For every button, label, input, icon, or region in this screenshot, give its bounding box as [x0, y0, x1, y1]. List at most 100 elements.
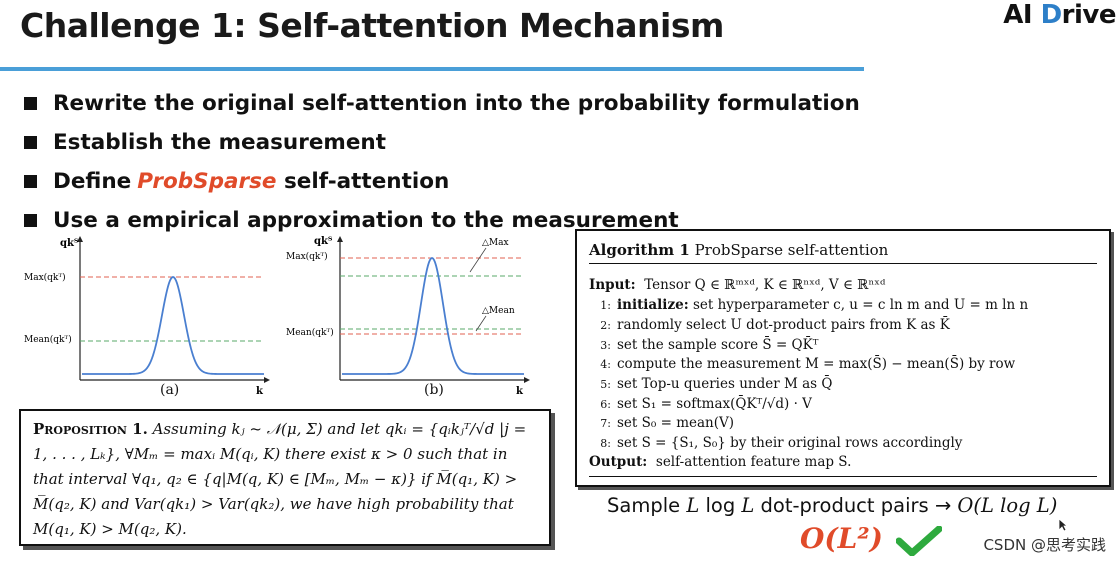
algorithm-bottom-rule — [589, 476, 1097, 477]
x-axis-arrow-icon — [264, 377, 270, 383]
algorithm-step: 8: set S = {S₁, S₀} by their original row… — [589, 435, 962, 451]
step-number: 7: — [600, 417, 611, 430]
square-bullet-icon — [24, 97, 37, 110]
square-bullet-icon — [24, 136, 37, 149]
delta-mean-label: △Mean — [482, 306, 515, 316]
algorithm-label: Algorithm 1 — [589, 241, 690, 259]
input-label: Input: — [589, 277, 636, 293]
output-text: self-attention feature map S. — [655, 454, 852, 470]
input-text: Tensor Q ∈ ℝᵐˣᵈ, K ∈ ℝⁿˣᵈ, V ∈ ℝⁿˣᵈ — [644, 277, 886, 293]
logo-brand-mark: D — [1040, 0, 1063, 30]
proposition-text: Assuming kⱼ ~ 𝒩(μ, Σ) and let qkᵢ = {qᵢk… — [152, 420, 527, 438]
step-text: set S₁ = softmax(Q̄Kᵀ/√d) · V — [617, 396, 812, 412]
proposition-line: M̅(q₂, K) and Var(qk₁) > Var(qk₂), we ha… — [33, 495, 514, 513]
proposition-line: that interval ∀q₁, q₂ ∈ {q|M(q, K) ∈ [Mₘ… — [33, 470, 518, 488]
figure-b-svg: qkᵀ k Max(qkᵀ) Mean(qkᵀ) △Max △Mean — [286, 236, 530, 397]
bullet-text: Use a empirical approximation to the mea… — [53, 208, 679, 233]
proposition-heading: Proposition 1. — [33, 420, 148, 438]
algorithm-input: Input: Tensor Q ∈ ℝᵐˣᵈ, K ∈ ℝⁿˣᵈ, V ∈ ℝⁿ… — [589, 277, 885, 293]
algorithm-title: Algorithm 1 ProbSparse self-attention — [589, 241, 1097, 264]
delta-max-label: △Max — [482, 238, 509, 248]
distribution-curve — [342, 257, 524, 375]
step-number: 5: — [600, 378, 611, 391]
algorithm-name: ProbSparse self-attention — [694, 241, 889, 259]
x-axis-arrow-icon — [524, 377, 530, 383]
title-underline — [0, 67, 864, 71]
step-text: set S₀ = mean(V) — [617, 415, 735, 431]
ai-drive-logo: AI Drive — [1003, 0, 1116, 30]
complexity-statement: Sample L log L dot-product pairs → O(L l… — [607, 494, 1057, 517]
max-label: Max(qkᵀ) — [24, 272, 66, 283]
step-text: set the sample score S̄ = QK̄ᵀ — [617, 337, 819, 353]
algorithm-step: 1: initialize: set hyperparameter c, u = … — [589, 297, 1028, 313]
caption-b: (b) — [424, 382, 444, 398]
logo-suffix: rive — [1061, 0, 1117, 30]
bullet-list: Rewrite the original self-attention into… — [24, 84, 860, 240]
distribution-curve — [82, 276, 264, 375]
mean-label: Mean(qkᵀ) — [286, 327, 334, 338]
sample-math: L — [686, 494, 700, 517]
delta-max-pointer — [469, 247, 487, 273]
sample-mid: log — [699, 494, 742, 517]
bullet-item: Define ProbSparse self-attention — [24, 162, 860, 201]
logo-prefix: AI — [1003, 0, 1041, 30]
proposition-line: Proposition 1. Assuming kⱼ ~ 𝒩(μ, Σ) and… — [33, 417, 539, 442]
step-text: compute the measurement M = max(S̄) − me… — [617, 356, 1016, 372]
algorithm-output: Output: self-attention feature map S. — [589, 454, 851, 470]
sample-math2: L — [741, 494, 755, 517]
step-text: set Top-u queries under M as Q̄ — [617, 376, 833, 392]
sample-post: dot-product pairs → — [754, 494, 958, 517]
algorithm-step: 3: set the sample score S̄ = QK̄ᵀ — [589, 337, 818, 353]
step-text: set hyperparameter c, u = c ln m and U =… — [688, 297, 1029, 313]
bullet-item: Establish the measurement — [24, 123, 860, 162]
algorithm-step: 4: compute the measurement M = max(S̄) − … — [589, 356, 1015, 372]
output-label: Output: — [589, 454, 648, 470]
mean-label: Mean(qkᵀ) — [24, 334, 72, 345]
step-number: 4: — [600, 358, 611, 371]
bullet-text: Establish the measurement — [53, 130, 386, 155]
step-number: 1: — [600, 299, 611, 312]
figure-a-svg: qkᵀ k Max(qkᵀ) Mean(qkᵀ) — [24, 236, 270, 397]
figure-a: qkᵀ k Max(qkᵀ) Mean(qkᵀ) (a) — [20, 234, 272, 406]
sample-pre: Sample — [607, 494, 687, 517]
x-axis-label: k — [516, 386, 524, 397]
algorithm-step: 7: set S₀ = mean(V) — [589, 415, 734, 431]
bullet-text-post: self-attention — [276, 169, 450, 194]
y-axis-label: qkᵀ — [314, 236, 333, 247]
proposition-box: Proposition 1. Assuming kⱼ ~ 𝒩(μ, Σ) and… — [19, 409, 551, 546]
step-text: randomly select U dot-product pairs from… — [617, 317, 950, 333]
baseline-complexity: O(L²) — [800, 522, 883, 555]
bullet-highlight: ProbSparse — [137, 169, 277, 194]
csdn-watermark: CSDN @思考实践 — [983, 536, 1106, 554]
proposition-line: 1, . . . , Lₖ}, ∀Mₘ = maxᵢ M(qᵢ, K) ther… — [33, 445, 508, 463]
result-complexity: O(L log L) — [957, 494, 1058, 517]
step-number: 2: — [600, 319, 611, 332]
x-axis-label: k — [256, 386, 264, 397]
max-label: Max(qkᵀ) — [286, 251, 328, 262]
y-axis-arrow-icon — [337, 236, 343, 242]
bullet-item: Rewrite the original self-attention into… — [24, 84, 860, 123]
y-axis-arrow-icon — [77, 236, 83, 242]
slide-title: Challenge 1: Self-attention Mechanism — [20, 6, 724, 45]
bullet-text: Rewrite the original self-attention into… — [53, 91, 860, 116]
step-number: 6: — [600, 398, 611, 411]
bullet-item: Use a empirical approximation to the mea… — [24, 201, 860, 240]
mouse-cursor-icon — [1058, 518, 1068, 532]
square-bullet-icon — [24, 175, 37, 188]
algorithm-box: Algorithm 1 ProbSparse self-attention In… — [575, 229, 1111, 487]
figure-b: qkᵀ k Max(qkᵀ) Mean(qkᵀ) △Max △Mean (b) — [282, 234, 532, 406]
checkmark-icon — [896, 526, 942, 556]
algorithm-step: 5: set Top-u queries under M as Q̄ — [589, 376, 832, 392]
caption-a: (a) — [160, 382, 180, 398]
step-keyword: initialize: — [617, 297, 689, 313]
bullet-text-pre: Define — [53, 169, 132, 194]
square-bullet-icon — [24, 214, 37, 227]
algorithm-step: 2: randomly select U dot-product pairs fr… — [589, 317, 950, 333]
y-axis-label: qkᵀ — [60, 238, 79, 249]
delta-mean-pointer — [475, 315, 487, 332]
proposition-line: M(q₁, K) > M(q₂, K). — [33, 520, 187, 538]
algorithm-step: 6: set S₁ = softmax(Q̄Kᵀ/√d) · V — [589, 396, 812, 412]
step-number: 3: — [600, 339, 611, 352]
step-text: set S = {S₁, S₀} by their original rows … — [617, 435, 963, 451]
step-number: 8: — [600, 437, 611, 450]
